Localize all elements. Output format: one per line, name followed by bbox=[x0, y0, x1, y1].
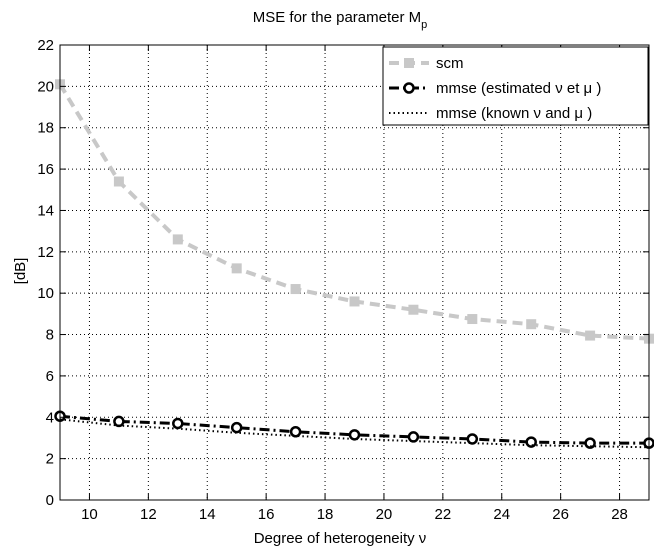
data-point bbox=[467, 314, 478, 325]
legend-item-0: scm bbox=[389, 55, 464, 72]
data-point bbox=[290, 284, 301, 295]
legend-marker bbox=[404, 58, 414, 68]
data-point bbox=[113, 176, 124, 187]
legend-item-2: mmse (known ν and μ ) bbox=[389, 105, 592, 122]
y-tick-label: 0 bbox=[46, 492, 54, 509]
y-tick-label: 8 bbox=[46, 327, 54, 344]
data-point bbox=[172, 417, 184, 430]
x-tick-label: 24 bbox=[493, 506, 510, 523]
x-axis-label: Degree of heterogeneity ν bbox=[254, 530, 427, 547]
legend-label: mmse (estimated ν et μ ) bbox=[436, 80, 601, 97]
data-point bbox=[466, 433, 479, 445]
data-point bbox=[172, 234, 183, 245]
y-tick-label: 2 bbox=[46, 451, 54, 468]
y-tick-label: 14 bbox=[37, 202, 54, 219]
series-layer bbox=[54, 79, 654, 449]
y-tick-label: 22 bbox=[37, 37, 54, 54]
data-point bbox=[407, 431, 420, 443]
x-tick-label: 12 bbox=[140, 506, 157, 523]
data-point bbox=[525, 436, 537, 448]
legend-label: mmse (known ν and μ ) bbox=[436, 105, 592, 122]
data-point bbox=[408, 304, 419, 315]
chart-title: MSE for the parameter Mp bbox=[253, 9, 428, 31]
x-tick-label: 14 bbox=[199, 506, 216, 523]
legend-label: scm bbox=[436, 55, 464, 72]
y-tick-label: 16 bbox=[37, 161, 54, 178]
x-tick-label: 26 bbox=[552, 506, 569, 523]
y-axis-label: [dB] bbox=[12, 258, 29, 285]
x-tick-label: 22 bbox=[435, 506, 452, 523]
y-tick-label: 6 bbox=[46, 368, 54, 385]
y-tick-label: 10 bbox=[37, 285, 54, 302]
legend-box bbox=[382, 46, 649, 126]
legend-item-1: mmse (estimated ν et μ ) bbox=[389, 80, 601, 97]
data-point bbox=[289, 426, 302, 438]
x-tick-label: 10 bbox=[81, 506, 98, 523]
y-tick-label: 4 bbox=[46, 409, 54, 426]
data-point bbox=[526, 319, 537, 330]
data-point bbox=[349, 296, 360, 307]
y-tick-label: 20 bbox=[37, 78, 54, 95]
data-point bbox=[231, 263, 242, 274]
y-tick-label: 18 bbox=[37, 120, 54, 137]
series-2 bbox=[59, 418, 650, 449]
data-point bbox=[230, 421, 243, 434]
x-tick-label: 28 bbox=[611, 506, 628, 523]
x-tick-label: 20 bbox=[376, 506, 393, 523]
y-tick-label: 12 bbox=[37, 244, 54, 261]
series-line bbox=[59, 418, 650, 449]
data-point bbox=[584, 437, 596, 449]
data-point bbox=[348, 429, 361, 441]
legend-marker bbox=[403, 82, 415, 94]
data-point bbox=[585, 330, 596, 341]
legend: scm mmse (estimated ν et μ ) mmse (known ν… bbox=[382, 46, 649, 126]
x-tick-label: 18 bbox=[317, 506, 334, 523]
series-1 bbox=[54, 410, 654, 449]
plot-frame bbox=[59, 44, 650, 501]
x-tick-label: 16 bbox=[258, 506, 275, 523]
